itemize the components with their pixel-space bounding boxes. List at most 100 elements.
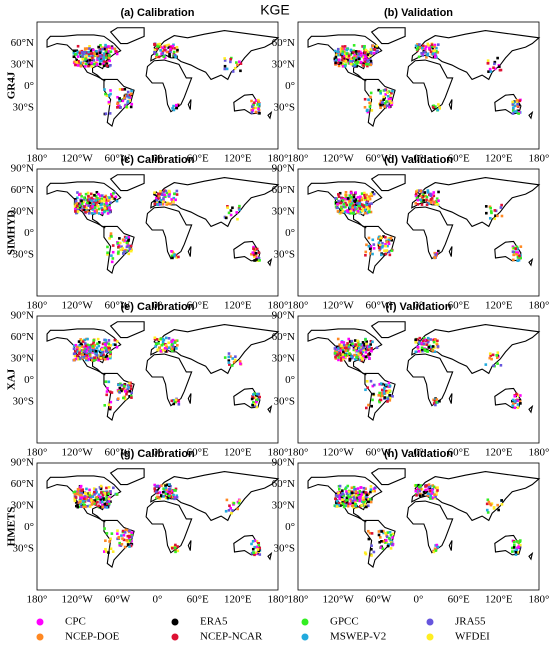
- catchment-dot: [421, 349, 424, 353]
- catchment-dot: [355, 203, 358, 207]
- catchment-dot: [427, 345, 431, 349]
- catchment-dot: [333, 57, 337, 61]
- catchment-dot: [105, 503, 108, 507]
- catchment-dot: [233, 66, 237, 70]
- catchment-dot: [334, 55, 338, 59]
- catchment-dot: [106, 497, 109, 500]
- catchment-dot: [90, 503, 94, 506]
- catchment-dot: [338, 487, 341, 491]
- catchment-dot: [85, 54, 88, 58]
- catchment-dot: [419, 488, 423, 491]
- catchment-dot: [83, 500, 87, 503]
- catchment-dot: [257, 107, 260, 111]
- catchment-dot: [95, 351, 98, 355]
- catchment-dot: [421, 195, 424, 199]
- x-tick-label: 180°: [27, 447, 48, 459]
- catchment-dot: [108, 112, 112, 115]
- catchment-dot: [108, 496, 111, 499]
- catchment-dot: [516, 399, 520, 402]
- catchment-dot: [370, 547, 373, 551]
- catchment-dot: [110, 195, 114, 198]
- catchment-dot: [110, 391, 114, 394]
- catchment-dot: [360, 493, 363, 496]
- catchment-dot: [369, 490, 372, 494]
- catchment-dot: [364, 388, 367, 392]
- catchment-dot: [489, 70, 493, 73]
- catchment-dot: [334, 501, 338, 504]
- catchment-dot: [255, 258, 258, 261]
- catchment-dot: [425, 195, 429, 199]
- catchment-dot: [422, 337, 426, 340]
- catchment-dot: [354, 504, 358, 507]
- catchment-dot: [368, 54, 372, 57]
- catchment-dot: [421, 493, 425, 497]
- catchment-dot: [354, 490, 358, 494]
- catchment-dot: [338, 352, 342, 355]
- catchment-dot: [377, 241, 381, 245]
- catchment-dot: [376, 46, 379, 49]
- catchment-dot: [90, 359, 94, 362]
- catchment-dot: [122, 252, 125, 255]
- catchment-dot: [386, 104, 389, 108]
- catchment-dot: [361, 52, 364, 55]
- catchment-dot: [430, 193, 434, 196]
- catchment-dot: [432, 106, 435, 109]
- catchment-dot: [177, 402, 181, 406]
- catchment-dot: [337, 356, 340, 359]
- catchment-dot: [99, 354, 103, 357]
- catchment-dot: [365, 340, 369, 344]
- catchment-dot: [355, 353, 358, 357]
- y-tick-label: 60°N: [11, 184, 34, 196]
- catchment-dot: [164, 496, 168, 500]
- catchment-dot: [359, 60, 363, 64]
- catchment-dot: [109, 63, 112, 67]
- x-tick-label: 120°E: [224, 447, 252, 459]
- catchment-dot: [515, 252, 518, 256]
- catchment-dot: [226, 205, 229, 208]
- catchment-dot: [105, 197, 109, 201]
- catchment-dot: [385, 383, 388, 387]
- catchment-dot: [103, 527, 106, 530]
- x-tick-label: 180°: [529, 447, 550, 459]
- catchment-dot: [153, 199, 157, 203]
- catchment-dot: [351, 59, 355, 63]
- catchment-dot: [352, 348, 356, 352]
- catchment-dot: [128, 394, 131, 398]
- catchment-dot: [111, 257, 115, 260]
- catchment-dot: [114, 195, 118, 199]
- catchment-dot: [92, 59, 96, 62]
- catchment-dot: [104, 194, 108, 198]
- x-tick-label: 180°: [288, 153, 309, 165]
- catchment-dot: [436, 51, 440, 54]
- catchment-dot: [127, 239, 130, 242]
- catchment-dot: [369, 51, 373, 55]
- catchment-dot: [174, 103, 178, 107]
- catchment-dot: [363, 58, 366, 61]
- catchment-dot: [165, 347, 169, 350]
- catchment-dot: [87, 61, 90, 65]
- catchment-dot: [350, 504, 354, 508]
- catchment-dot: [100, 496, 104, 500]
- catchment-dot: [116, 95, 119, 99]
- catchment-dot: [169, 47, 172, 51]
- catchment-dot: [80, 199, 83, 203]
- catchment-dot: [175, 50, 179, 53]
- catchment-dot: [346, 209, 349, 212]
- catchment-dot: [176, 549, 180, 553]
- catchment-dot: [99, 484, 103, 488]
- catchment-dot: [342, 47, 346, 51]
- catchment-dot: [162, 197, 165, 200]
- catchment-dot: [366, 53, 370, 56]
- catchment-dot: [93, 209, 97, 213]
- catchment-dot: [74, 53, 77, 56]
- catchment-dot: [155, 201, 159, 205]
- catchment-dot: [72, 55, 76, 59]
- catchment-dot: [84, 192, 88, 196]
- catchment-dot: [170, 399, 174, 403]
- catchment-dot: [359, 53, 362, 57]
- x-tick-label: 120°E: [485, 153, 513, 165]
- catchment-dot: [516, 254, 520, 257]
- panel-title: (e) Calibration: [121, 301, 195, 313]
- catchment-dot: [335, 53, 338, 57]
- catchment-dot: [368, 101, 371, 105]
